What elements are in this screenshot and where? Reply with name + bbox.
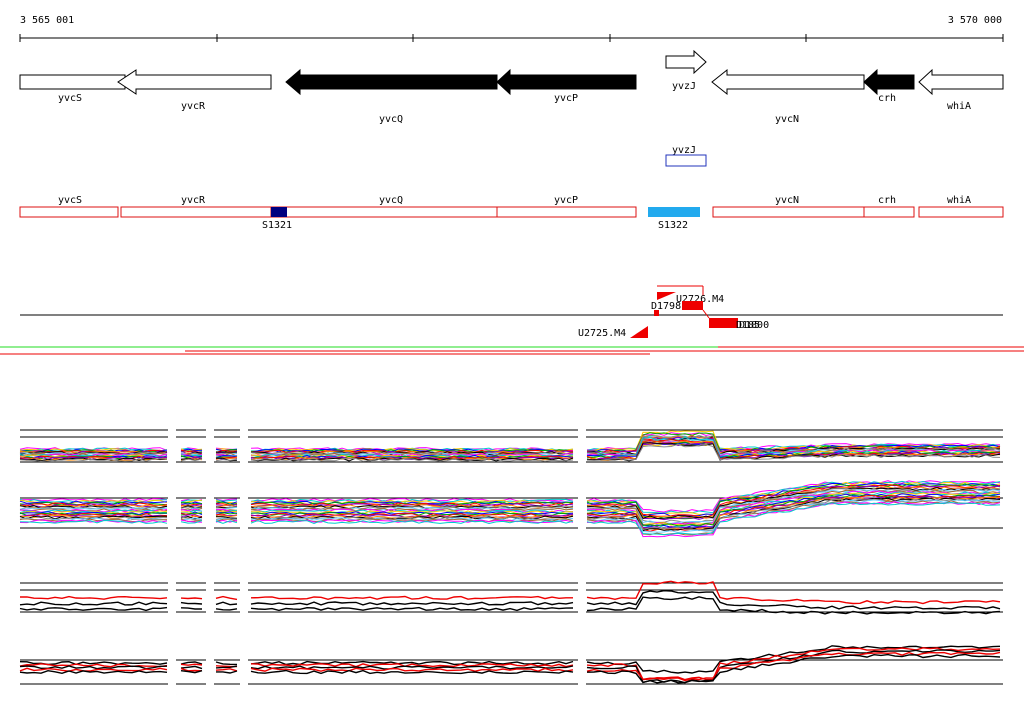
gene-arrow-yvcR[interactable] (117, 69, 272, 95)
profile-line (19, 483, 1001, 520)
profile-line (19, 499, 1000, 534)
ruler-end-label: 3 570 000 (948, 15, 1002, 26)
transcript-block[interactable] (709, 318, 738, 328)
profile-line (19, 645, 1001, 674)
profile-line (19, 441, 1001, 461)
profile-line (19, 647, 1001, 681)
panel-gap (206, 428, 214, 464)
segment-box-yvcR[interactable] (120, 206, 498, 218)
transcript-label: D1798 (651, 301, 681, 312)
segment-label: yvcN (775, 195, 799, 206)
small-box[interactable] (665, 154, 707, 167)
segment-label: crh (878, 195, 896, 206)
panel-gap (578, 658, 586, 686)
expression-profiles (19, 428, 1003, 686)
gene-label: yvcN (775, 114, 799, 125)
gene-label: yvcP (554, 93, 578, 104)
panel-gap (578, 581, 586, 614)
profile-line (19, 501, 1001, 538)
gene-arrow-yvcQ[interactable] (285, 68, 498, 96)
segment-box-yvcS[interactable] (19, 206, 119, 218)
segment-label: yvcR (181, 195, 206, 206)
gene-label: yvcS (58, 93, 82, 104)
segment-box-whiA[interactable] (918, 206, 1004, 218)
transcript-label: U2725.M4 (578, 328, 626, 339)
transcript-block[interactable] (682, 301, 703, 310)
panel-gap (240, 658, 248, 686)
profile-line (19, 649, 1001, 684)
panel-gap (240, 496, 248, 530)
transcript-start-u2726[interactable] (657, 292, 676, 300)
profile-line (19, 443, 1001, 462)
panel-gap (578, 496, 586, 530)
panel-gap (206, 658, 214, 686)
panel-gap (206, 496, 214, 530)
profile-panel-3 (19, 580, 1003, 615)
panel-gap (168, 428, 176, 464)
gene-label: whiA (947, 101, 971, 112)
small-box-label: yvzJ (672, 145, 696, 156)
profile-line (19, 496, 1001, 531)
panel-gap (240, 428, 248, 464)
transcript-label: U2726.M4 (676, 294, 724, 305)
transcript-tick (654, 310, 659, 316)
segment-box-yvcP[interactable] (496, 206, 637, 218)
profile-line (19, 488, 1001, 525)
profile-line (19, 596, 1001, 615)
gene-arrow-yvzJ[interactable] (665, 49, 707, 75)
profile-line (19, 492, 1001, 526)
profile-panel-2 (19, 480, 1003, 538)
gene-label: crh (878, 93, 896, 104)
segment-label: yvcQ (379, 195, 403, 206)
transcript-start-u2725[interactable] (630, 326, 648, 338)
gene-arrow-yvcS[interactable] (19, 74, 126, 90)
feature-label: S1322 (658, 220, 688, 231)
profile-line (19, 484, 1001, 518)
profile-line (19, 580, 1001, 605)
gene-arrow-yvcP[interactable] (496, 68, 637, 96)
panel-gap (168, 496, 176, 530)
profile-line (19, 651, 1001, 682)
profile-line (19, 434, 1001, 456)
profile-panel-1 (19, 428, 1003, 464)
coverage-lines (0, 346, 1024, 355)
gene-arrow-yvcN[interactable] (711, 68, 865, 96)
panel-gap (168, 658, 176, 686)
ruler-ticks (19, 34, 1004, 42)
panel-gap (578, 428, 586, 464)
segment-box-crh[interactable] (863, 206, 915, 218)
coordinate-ruler: 3 565 001 3 570 000 (19, 15, 1004, 42)
gene-label: yvzJ (672, 81, 696, 92)
segment-box-yvcN[interactable] (712, 206, 865, 218)
feature-s1322[interactable] (648, 207, 700, 217)
gene-arrow-crh[interactable] (863, 68, 915, 96)
segment-label: yvcP (554, 195, 578, 206)
transcript-track: U2726.M4 D1798 D185 D1800 U2725.M4 (20, 285, 1003, 339)
gene-label: yvcR (181, 101, 206, 112)
gene-arrow-whiA[interactable] (918, 68, 1004, 96)
yvzj-box-track: yvzJ (665, 145, 707, 167)
profile-panel-4 (19, 645, 1003, 686)
panel-gap (206, 581, 214, 614)
panel-gap (240, 581, 248, 614)
segment-track: yvcS yvcR yvcQ yvcP yvcN crh whiA S1321 … (19, 195, 1004, 231)
gene-label: yvcQ (379, 114, 403, 125)
gene-track: yvcS yvcR yvcQ yvcP yvzJ yvcN crh whiA (19, 49, 1004, 125)
transcript-label: D1800 (739, 320, 769, 331)
segment-label: whiA (947, 195, 971, 206)
profile-line (19, 501, 1001, 536)
segment-label: yvcS (58, 195, 82, 206)
feature-label: S1321 (262, 220, 292, 231)
transcript-label: D185 (736, 320, 760, 331)
ruler-start-label: 3 565 001 (20, 15, 74, 26)
panel-gap (168, 581, 176, 614)
feature-s1321[interactable] (271, 207, 287, 217)
profile-line (19, 589, 1001, 610)
profile-line (19, 653, 1001, 684)
